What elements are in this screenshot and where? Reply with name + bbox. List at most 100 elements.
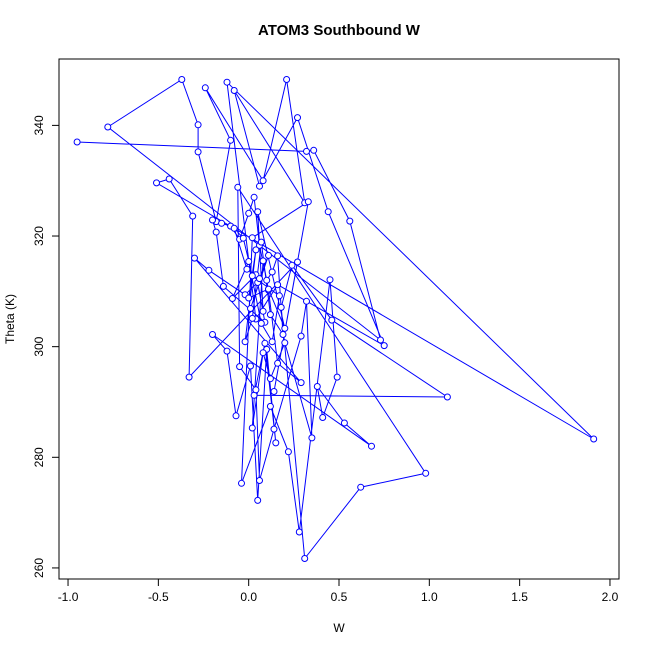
data-point [241,338,249,346]
data-point [357,483,365,491]
data-point [257,319,265,327]
data-point [333,373,341,381]
data-point [238,479,245,487]
data-point [248,424,256,432]
data-point [284,448,292,456]
data-point [340,419,348,427]
data-point [294,258,301,266]
data-point [250,193,258,201]
data-point [443,393,451,401]
data-point [245,209,253,217]
data-point [256,275,263,283]
data-point [274,359,282,367]
data-point [245,294,253,302]
data-point [259,307,267,315]
data-point [185,373,193,381]
data-point [324,208,332,216]
data-point [256,477,263,484]
data-point [319,414,327,421]
data-point [239,234,247,242]
data-point [295,528,303,536]
y-axis-label: Theta (K) [3,294,17,344]
data-point [297,332,305,340]
data-point [268,338,276,346]
data-point [326,276,334,284]
data-point [275,292,283,300]
data-point [422,469,430,477]
data-point [205,266,213,274]
data-point [218,219,226,227]
data-point [209,216,216,224]
y-axis: 260 280 300 320 340 [32,115,60,578]
data-point [228,295,236,302]
y-tick-label: 300 [32,336,46,356]
data-point [263,276,271,284]
x-tick-label: -0.5 [148,590,169,604]
data-point [259,177,267,185]
data-point [232,412,240,420]
data-point [259,349,267,357]
data-point [279,331,287,338]
data-point [223,347,231,355]
data-point [223,78,231,86]
data-point [272,439,280,447]
data-point [377,336,384,344]
data-point [303,147,310,155]
data-point [368,442,375,450]
data-point [104,123,112,131]
data-point [254,496,262,504]
data-point [270,388,278,395]
data-point [191,254,198,262]
data-point [277,303,285,311]
data-point [281,324,289,332]
x-axis-label: W [333,621,345,635]
plot-frame [58,58,620,580]
y-tick-label: 320 [32,226,46,246]
data-point [189,212,197,220]
data-point [283,76,291,83]
data-point [380,342,388,350]
data-point [297,379,305,387]
data-point [294,114,301,122]
data-point [243,265,251,273]
data-point [281,339,289,347]
data-point [266,311,274,319]
data-point [270,425,278,433]
x-axis: -1.0 -0.5 0.0 0.5 1.0 1.5 2.0 [58,578,619,604]
data-point [165,175,173,183]
data-point [252,246,260,254]
chart-title: ATOM3 Southbound W [258,22,421,39]
data-point [310,146,318,154]
x-tick-label: 1.5 [511,590,528,604]
data-point [346,217,354,225]
x-tick-label: -1.0 [58,590,79,604]
data-point [266,375,274,383]
data-point [153,179,160,187]
data-point [252,386,260,394]
data-point [303,297,310,305]
data-point [590,435,598,443]
series-line [77,78,595,560]
data-point [288,261,296,269]
data-point [236,363,244,371]
data-point [248,272,256,280]
data-point [219,282,227,290]
data-point [194,148,202,156]
y-tick-label: 340 [32,115,46,135]
data-point [254,208,262,216]
data-point [274,252,282,260]
data-point [328,316,336,324]
data-point [227,136,235,144]
data-point [194,121,202,129]
data-point [257,238,265,246]
data-point [73,138,81,146]
data-point [266,402,274,410]
data-point [247,362,254,370]
data-point [259,257,267,265]
data-point [268,268,276,276]
data-point [308,434,316,442]
data-point [301,555,309,562]
data-point [265,251,272,259]
